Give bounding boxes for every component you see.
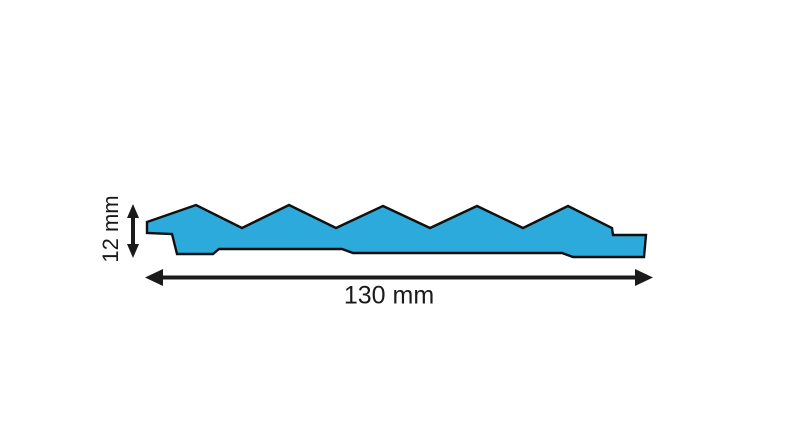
height-dimension-arrow	[127, 204, 139, 258]
arrow-up-icon	[127, 204, 139, 218]
width-dimension-arrow	[145, 269, 653, 286]
width-dimension-label: 130 mm	[343, 281, 435, 310]
arrow-down-icon	[127, 244, 139, 258]
arrow-left-icon	[145, 269, 163, 286]
board-profile-shape	[145, 203, 648, 259]
height-dimension-label: 12 mm	[98, 195, 123, 263]
arrow-right-icon	[635, 269, 653, 286]
